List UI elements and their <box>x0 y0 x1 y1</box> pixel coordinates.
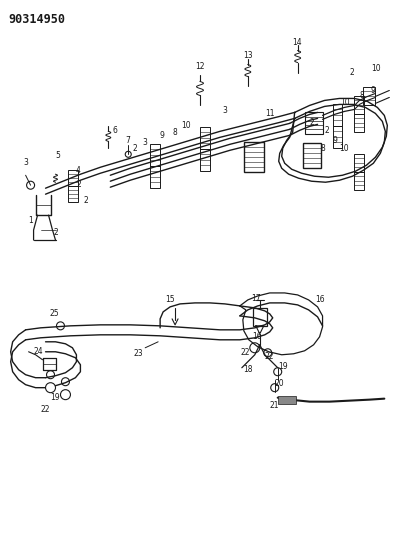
Text: 8: 8 <box>359 91 364 100</box>
Text: 3: 3 <box>23 158 28 167</box>
Text: 2: 2 <box>324 126 329 135</box>
Text: 22: 22 <box>265 352 275 361</box>
Text: 24: 24 <box>34 348 43 356</box>
Text: 20: 20 <box>275 379 284 388</box>
Text: 2: 2 <box>83 196 88 205</box>
Circle shape <box>46 383 56 393</box>
Text: 11: 11 <box>265 109 275 118</box>
Bar <box>150 144 160 166</box>
Text: 3: 3 <box>143 138 148 147</box>
Text: 2: 2 <box>76 180 81 189</box>
Text: 5: 5 <box>55 151 60 160</box>
Text: 1: 1 <box>28 216 33 224</box>
Text: 10: 10 <box>181 121 191 130</box>
Text: 2: 2 <box>309 118 314 127</box>
Bar <box>333 104 342 126</box>
Text: 16: 16 <box>315 295 324 304</box>
Circle shape <box>61 390 71 400</box>
Bar <box>244 142 264 172</box>
Text: 2: 2 <box>349 68 354 77</box>
Text: 6: 6 <box>113 126 118 135</box>
Text: 22: 22 <box>41 405 50 414</box>
Bar <box>305 112 323 134</box>
Text: 18: 18 <box>243 365 253 374</box>
Text: 19: 19 <box>278 362 288 372</box>
Text: 22: 22 <box>240 348 249 357</box>
Text: 2: 2 <box>133 144 138 153</box>
Text: 21: 21 <box>270 401 279 410</box>
Text: 19: 19 <box>51 393 60 402</box>
Bar <box>355 96 364 115</box>
Bar <box>303 143 321 168</box>
Text: 15: 15 <box>165 295 175 304</box>
Text: 8: 8 <box>320 144 325 153</box>
Text: 14: 14 <box>292 38 301 47</box>
Text: 7: 7 <box>126 136 131 145</box>
Bar <box>200 127 210 149</box>
Text: 10: 10 <box>341 98 350 107</box>
Bar <box>278 395 296 403</box>
Bar <box>355 172 364 190</box>
Text: 2: 2 <box>53 228 58 237</box>
Text: 9: 9 <box>371 86 376 95</box>
Text: 13: 13 <box>243 51 253 60</box>
Text: 8: 8 <box>173 128 177 137</box>
Text: 3: 3 <box>223 106 227 115</box>
Text: 23: 23 <box>134 349 143 358</box>
Bar <box>69 186 78 202</box>
Text: 90314950: 90314950 <box>9 13 66 26</box>
Text: 10: 10 <box>340 144 349 153</box>
Text: 4: 4 <box>76 166 81 175</box>
Text: 12: 12 <box>195 62 205 71</box>
Text: 9: 9 <box>160 131 165 140</box>
Bar <box>150 166 160 188</box>
Text: 16: 16 <box>252 332 262 341</box>
Bar <box>363 87 375 106</box>
Bar <box>355 154 364 172</box>
Text: 10: 10 <box>372 64 381 73</box>
Bar <box>69 170 78 186</box>
Text: 9: 9 <box>332 136 337 145</box>
Bar <box>333 126 342 148</box>
Text: 17: 17 <box>251 294 260 303</box>
Bar <box>253 308 267 326</box>
Bar <box>200 149 210 171</box>
Bar <box>355 115 364 132</box>
Text: 25: 25 <box>50 309 59 318</box>
